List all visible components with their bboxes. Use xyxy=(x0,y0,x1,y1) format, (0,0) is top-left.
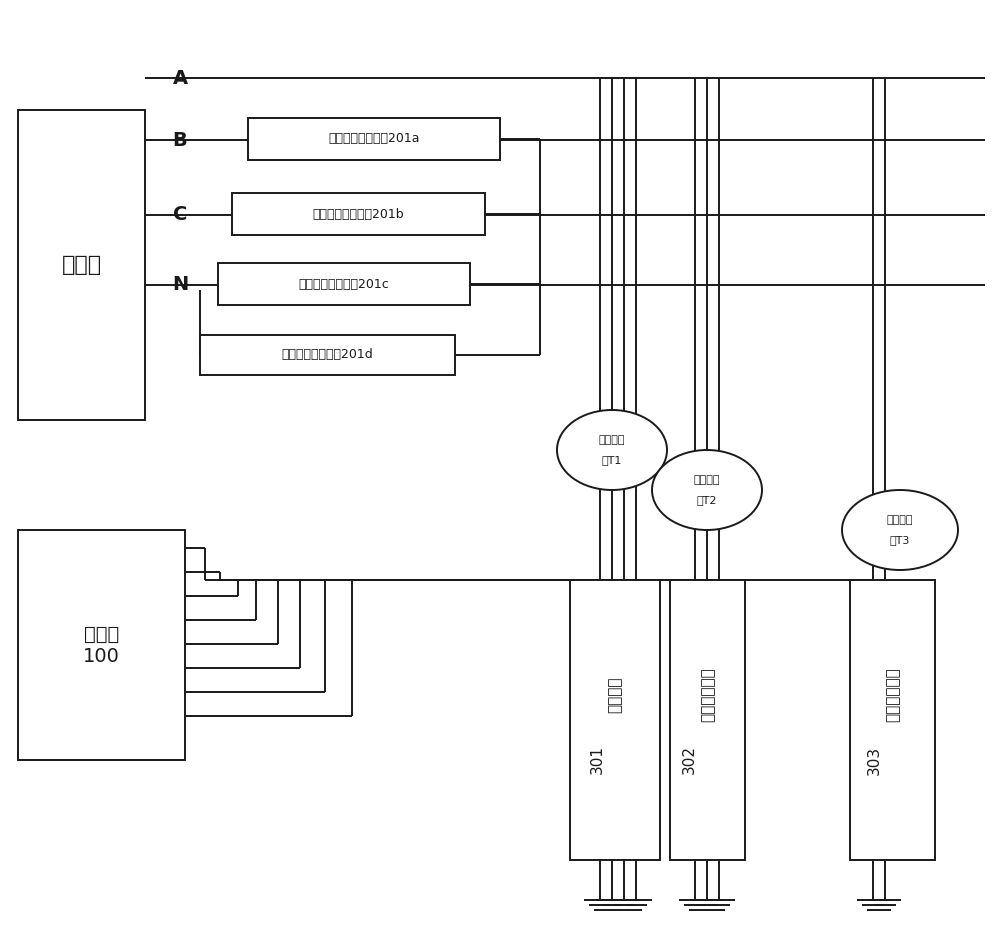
Text: 第一电压检测电路201a: 第一电压检测电路201a xyxy=(328,133,420,146)
Text: 控制器
100: 控制器 100 xyxy=(83,624,120,666)
Text: 器T2: 器T2 xyxy=(697,495,717,505)
Bar xyxy=(218,263,470,305)
Bar xyxy=(248,118,500,160)
Text: C: C xyxy=(173,206,187,225)
Ellipse shape xyxy=(652,450,762,530)
Text: N: N xyxy=(172,275,188,294)
Bar xyxy=(570,580,660,860)
Text: A: A xyxy=(172,69,188,87)
Text: 电流互感: 电流互感 xyxy=(694,475,720,485)
Text: 变压器: 变压器 xyxy=(61,255,102,275)
Bar xyxy=(18,530,185,760)
Bar xyxy=(850,580,935,860)
Text: 电流互感: 电流互感 xyxy=(599,435,625,445)
Bar xyxy=(200,335,455,375)
Text: 器T1: 器T1 xyxy=(602,455,622,465)
Text: 303: 303 xyxy=(867,745,882,775)
Text: 电流互感: 电流互感 xyxy=(887,515,913,525)
Text: 器T3: 器T3 xyxy=(890,535,910,545)
Text: 第二电压检测电路201b: 第二电压检测电路201b xyxy=(313,208,404,221)
Text: 第三电压检测电路201c: 第三电压检测电路201c xyxy=(299,277,389,290)
Text: B: B xyxy=(173,131,187,149)
Text: 302: 302 xyxy=(682,745,697,775)
Text: 301: 301 xyxy=(590,745,604,775)
Bar xyxy=(18,110,145,420)
Text: 配电设备: 配电设备 xyxy=(608,677,622,713)
Ellipse shape xyxy=(842,490,958,570)
Text: 第四电压检测电路201d: 第四电压检测电路201d xyxy=(282,349,373,362)
Bar xyxy=(232,193,485,235)
Bar xyxy=(670,580,745,860)
Ellipse shape xyxy=(557,410,667,490)
Text: 单相照明线路: 单相照明线路 xyxy=(885,667,900,722)
Text: 三相动力线路: 三相动力线路 xyxy=(700,667,715,722)
